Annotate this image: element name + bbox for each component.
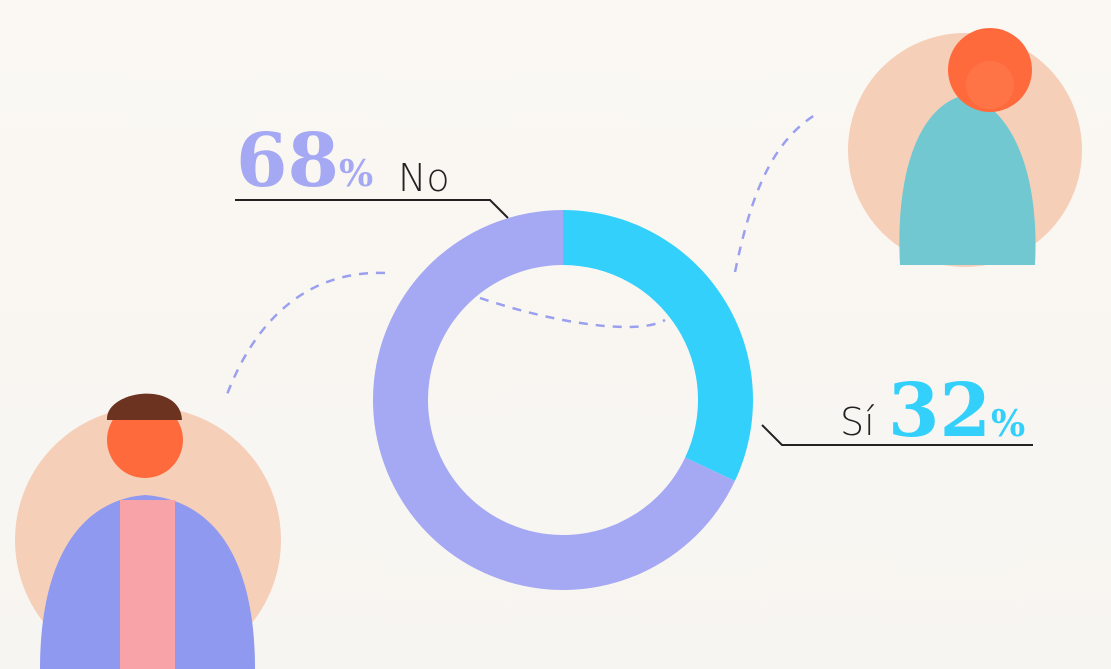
value-label: 32% (888, 368, 1025, 454)
category-label: No (398, 156, 450, 200)
leader-line (761, 424, 1033, 446)
illustration-woman (848, 28, 1082, 267)
donut-segment (563, 210, 753, 481)
dashed-curve (223, 271, 386, 401)
donut-segment (373, 210, 735, 590)
leader-line (235, 199, 509, 219)
value-label: 68% (236, 118, 373, 204)
dashed-curve (733, 110, 821, 273)
dashed-curve (479, 296, 666, 329)
category-label: Sí (840, 400, 875, 444)
illustration-man (15, 393, 281, 669)
